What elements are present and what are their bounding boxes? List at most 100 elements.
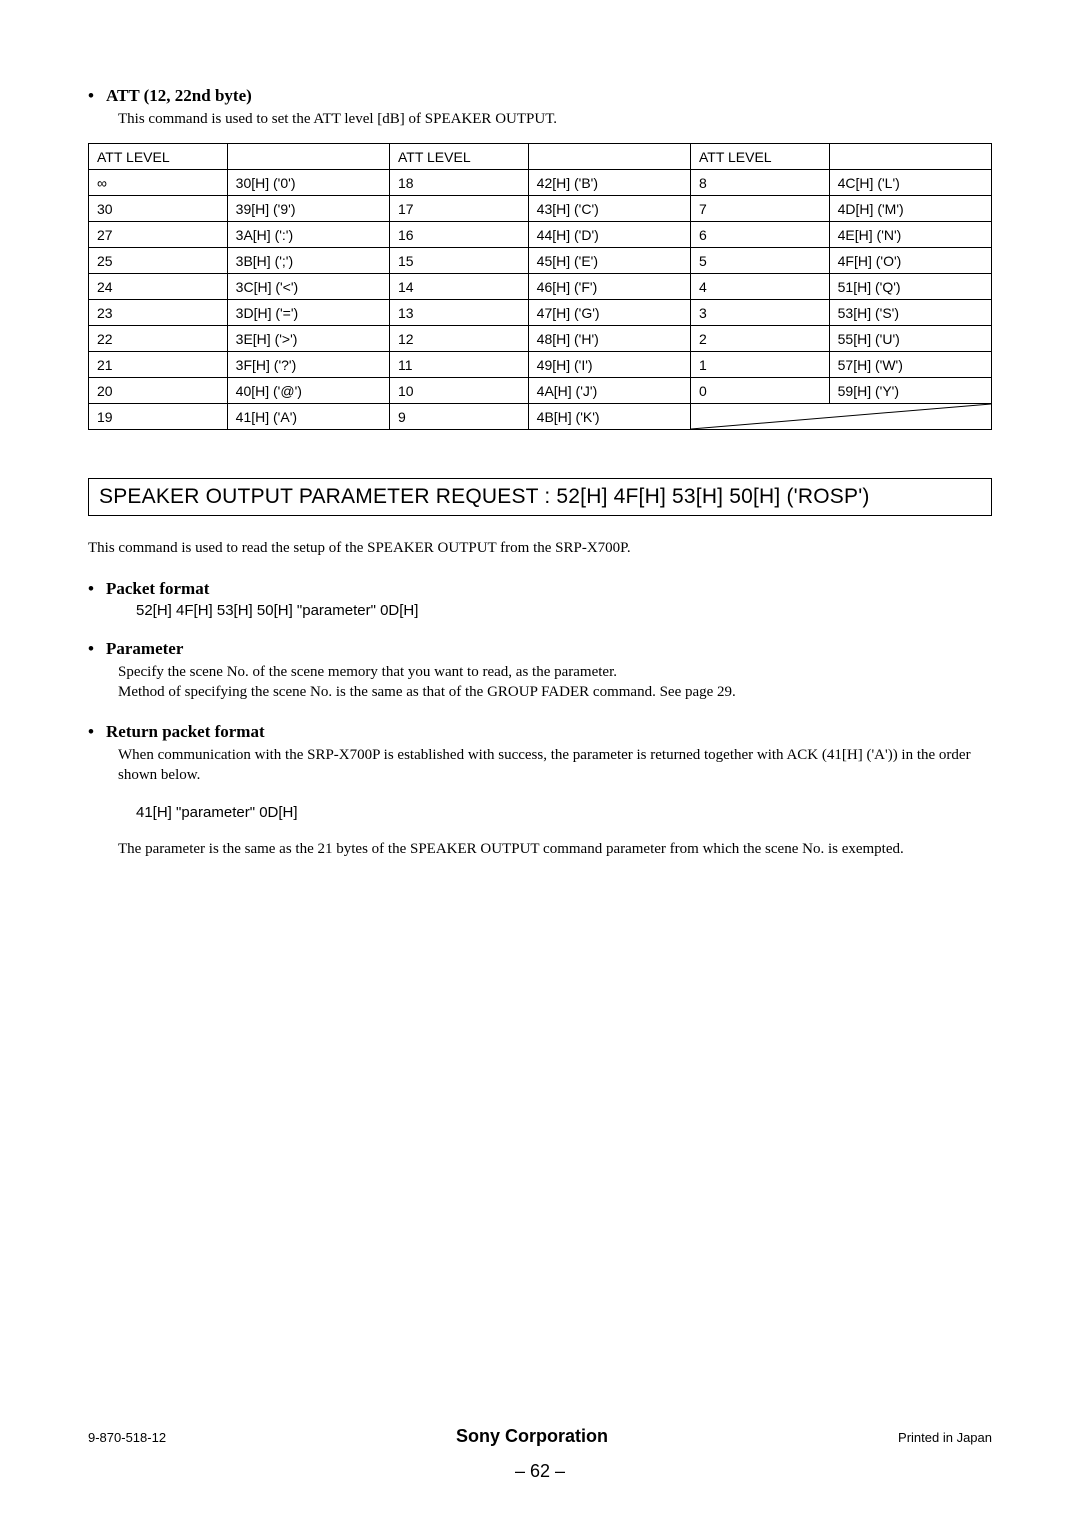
bullet-dot: • [88, 86, 106, 106]
cell: 4F[H] ('O') [829, 248, 991, 274]
return-packet-line1: When communication with the SRP-X700P is… [88, 745, 992, 786]
cell: 55[H] ('U') [829, 326, 991, 352]
cell: 25 [89, 248, 228, 274]
table-row: 30 39[H] ('9') 17 43[H] ('C') 7 4D[H] ('… [89, 196, 992, 222]
cell: 30 [89, 196, 228, 222]
table-row: ∞ 30[H] ('0') 18 42[H] ('B') 8 4C[H] ('L… [89, 170, 992, 196]
cell: 46[H] ('F') [528, 274, 690, 300]
cell: 22 [89, 326, 228, 352]
cell: 3 [690, 300, 829, 326]
return-packet-line2: The parameter is the same as the 21 byte… [88, 839, 992, 859]
cell: 7 [690, 196, 829, 222]
cell: 15 [389, 248, 528, 274]
cell: 49[H] ('I') [528, 352, 690, 378]
bullet-dot: • [88, 722, 106, 742]
table-row: 20 40[H] ('@') 10 4A[H] ('J') 0 59[H] ('… [89, 378, 992, 404]
rosp-heading-box: SPEAKER OUTPUT PARAMETER REQUEST : 52[H]… [88, 478, 992, 516]
cell: 40[H] ('@') [227, 378, 389, 404]
cell: 5 [690, 248, 829, 274]
cell: 3D[H] ('=') [227, 300, 389, 326]
cell: 3C[H] ('<') [227, 274, 389, 300]
table-row: 24 3C[H] ('<') 14 46[H] ('F') 4 51[H] ('… [89, 274, 992, 300]
page-footer: 9-870-518-12 Sony Corporation Printed in… [88, 1426, 992, 1482]
table-row: 27 3A[H] (':') 16 44[H] ('D') 6 4E[H] ('… [89, 222, 992, 248]
cell: 53[H] ('S') [829, 300, 991, 326]
table-row: 21 3F[H] ('?') 11 49[H] ('I') 1 57[H] ('… [89, 352, 992, 378]
cell: 42[H] ('B') [528, 170, 690, 196]
footer-company: Sony Corporation [456, 1426, 608, 1447]
cell: 51[H] ('Q') [829, 274, 991, 300]
cell: 8 [690, 170, 829, 196]
cell: 59[H] ('Y') [829, 378, 991, 404]
table-row: 23 3D[H] ('=') 13 47[H] ('G') 3 53[H] ('… [89, 300, 992, 326]
return-packet-code: 41[H] "parameter" 0D[H] [88, 804, 992, 821]
cell: 12 [389, 326, 528, 352]
cell: 48[H] ('H') [528, 326, 690, 352]
table-row: 19 41[H] ('A') 9 4B[H] ('K') [89, 404, 992, 430]
rosp-intro: This command is used to read the setup o… [88, 538, 992, 558]
cell: 0 [690, 378, 829, 404]
cell: 18 [389, 170, 528, 196]
cell: 47[H] ('G') [528, 300, 690, 326]
cell: 4 [690, 274, 829, 300]
footer-doc-number: 9-870-518-12 [88, 1430, 166, 1445]
parameter-heading-text: Parameter [106, 639, 183, 658]
att-heading: •ATT (12, 22nd byte) [88, 86, 992, 106]
cell: 57[H] ('W') [829, 352, 991, 378]
page-number: – 62 – [88, 1461, 992, 1482]
cell: 43[H] ('C') [528, 196, 690, 222]
packet-format-heading-text: Packet format [106, 579, 209, 598]
att-level-table: ATT LEVEL ATT LEVEL ATT LEVEL ∞ 30[H] ('… [88, 143, 992, 430]
empty-diagonal-cell [690, 404, 991, 430]
packet-format-heading: •Packet format [88, 579, 992, 599]
cell: 21 [89, 352, 228, 378]
rosp-heading-text: SPEAKER OUTPUT PARAMETER REQUEST : 52[H]… [99, 485, 870, 508]
return-packet-heading-text: Return packet format [106, 722, 265, 741]
cell: 27 [89, 222, 228, 248]
cell: 4A[H] ('J') [528, 378, 690, 404]
return-packet-heading: •Return packet format [88, 722, 992, 742]
col-header-empty [528, 144, 690, 170]
cell: 19 [89, 404, 228, 430]
table-row: 22 3E[H] ('>') 12 48[H] ('H') 2 55[H] ('… [89, 326, 992, 352]
cell: 17 [389, 196, 528, 222]
col-header: ATT LEVEL [389, 144, 528, 170]
cell: 20 [89, 378, 228, 404]
att-desc: This command is used to set the ATT leve… [88, 109, 992, 129]
cell: 11 [389, 352, 528, 378]
cell: 24 [89, 274, 228, 300]
bullet-dot: • [88, 579, 106, 599]
col-header: ATT LEVEL [690, 144, 829, 170]
cell: 4D[H] ('M') [829, 196, 991, 222]
col-header-empty [829, 144, 991, 170]
bullet-dot: • [88, 639, 106, 659]
cell: 3A[H] (':') [227, 222, 389, 248]
cell: ∞ [89, 170, 228, 196]
footer-row: 9-870-518-12 Sony Corporation Printed in… [88, 1426, 992, 1447]
cell: 44[H] ('D') [528, 222, 690, 248]
cell: 41[H] ('A') [227, 404, 389, 430]
cell: 6 [690, 222, 829, 248]
parameter-line2: Method of specifying the scene No. is th… [88, 682, 992, 702]
cell: 1 [690, 352, 829, 378]
parameter-line1: Specify the scene No. of the scene memor… [88, 662, 992, 682]
att-heading-text: ATT (12, 22nd byte) [106, 86, 252, 105]
cell: 2 [690, 326, 829, 352]
parameter-heading: •Parameter [88, 639, 992, 659]
cell: 16 [389, 222, 528, 248]
cell: 9 [389, 404, 528, 430]
cell: 45[H] ('E') [528, 248, 690, 274]
cell: 4C[H] ('L') [829, 170, 991, 196]
cell: 30[H] ('0') [227, 170, 389, 196]
cell: 39[H] ('9') [227, 196, 389, 222]
cell: 14 [389, 274, 528, 300]
table-header-row: ATT LEVEL ATT LEVEL ATT LEVEL [89, 144, 992, 170]
table-row: 25 3B[H] (';') 15 45[H] ('E') 5 4F[H] ('… [89, 248, 992, 274]
cell: 3E[H] ('>') [227, 326, 389, 352]
cell: 3F[H] ('?') [227, 352, 389, 378]
col-header: ATT LEVEL [89, 144, 228, 170]
cell: 13 [389, 300, 528, 326]
packet-format-line: 52[H] 4F[H] 53[H] 50[H] "parameter" 0D[H… [88, 602, 992, 619]
cell: 4B[H] ('K') [528, 404, 690, 430]
cell: 23 [89, 300, 228, 326]
